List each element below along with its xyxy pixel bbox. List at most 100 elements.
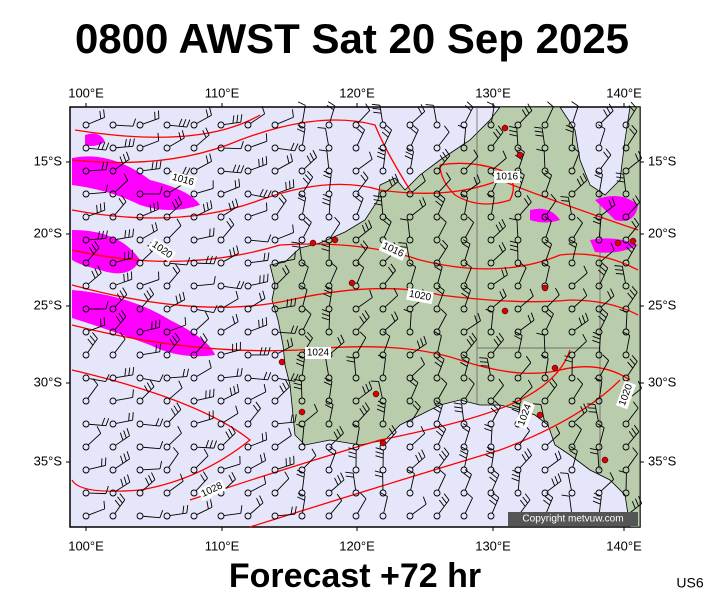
barb-flag <box>501 269 505 278</box>
barb-shaft <box>114 316 127 330</box>
barb-flag <box>492 404 499 411</box>
barb-shaft <box>276 386 290 400</box>
barb-flag <box>313 403 318 412</box>
barb-shaft <box>519 386 533 400</box>
barb-flag <box>592 331 601 336</box>
barb-flag <box>438 193 446 200</box>
barb-shaft <box>222 432 236 446</box>
barb-shaft <box>493 274 508 285</box>
barb-shaft <box>598 381 603 399</box>
barb-flag <box>262 290 266 299</box>
barb-shaft <box>356 198 364 215</box>
barb-station <box>325 443 333 451</box>
barb-flag <box>351 423 360 428</box>
barb-flag <box>569 239 577 244</box>
barb-flag <box>436 196 444 203</box>
barb-station <box>190 121 198 129</box>
barb-station <box>163 351 171 359</box>
barb-station <box>460 144 468 152</box>
barb-shaft <box>329 289 333 307</box>
barb-station <box>109 259 117 267</box>
barb-flag <box>492 469 500 475</box>
barb-flag <box>263 452 267 461</box>
barb-flag <box>213 276 216 285</box>
barb-flag <box>295 362 304 367</box>
barb-shaft <box>141 248 155 262</box>
barb-shaft <box>410 473 415 491</box>
barb-station <box>109 236 117 244</box>
barb-flag <box>358 124 365 131</box>
barb-station <box>217 282 225 290</box>
barb-shaft <box>600 360 610 376</box>
barb-shaft <box>357 110 371 124</box>
barb-flag <box>511 408 520 413</box>
barb-shaft <box>627 407 639 422</box>
barb-flag <box>550 194 557 201</box>
barb-shaft <box>277 160 293 170</box>
barb-shaft <box>464 427 471 445</box>
barb-flag <box>632 198 638 206</box>
barb-flag <box>265 156 268 165</box>
barb-flag <box>206 501 209 510</box>
barb-flag <box>526 195 532 203</box>
barb-station <box>82 466 90 474</box>
barb-flag <box>547 101 554 108</box>
barb-flag <box>209 107 212 116</box>
barb-shaft <box>572 105 579 123</box>
barb-flag <box>261 157 264 166</box>
barb-flag <box>179 293 182 302</box>
barb-station <box>487 397 495 405</box>
barb-flag <box>434 266 442 271</box>
barb-shaft <box>356 129 366 146</box>
station-dot <box>348 279 356 287</box>
barb-flag <box>365 103 371 111</box>
barb-station <box>460 351 468 359</box>
barb-shaft <box>545 497 554 514</box>
barb-flag <box>346 356 355 359</box>
barb-flag <box>463 423 471 429</box>
barb-station <box>460 213 468 221</box>
barb-shaft <box>302 128 306 146</box>
barb-shaft <box>196 207 213 217</box>
barb-flag <box>622 331 630 336</box>
barb-shaft <box>303 176 314 192</box>
barb-flag <box>361 313 368 321</box>
barb-flag <box>416 340 421 349</box>
barb-flag <box>286 155 290 164</box>
barb-flag <box>609 472 615 480</box>
barb-flag <box>123 273 125 283</box>
barb-station <box>541 443 549 451</box>
barb-flag <box>534 126 543 129</box>
barb-flag <box>263 252 266 261</box>
barb-station <box>109 466 117 474</box>
barb-flag <box>182 368 185 377</box>
barb-flag <box>524 106 530 114</box>
barb-station <box>352 259 360 267</box>
barb-station <box>406 167 414 175</box>
barb-flag <box>593 492 602 497</box>
barb-station <box>163 121 171 129</box>
barb-flag <box>303 220 310 227</box>
station-dot <box>629 237 637 245</box>
isobar-label-box <box>378 239 408 261</box>
station-dot <box>379 439 387 447</box>
barb-shaft <box>250 210 268 217</box>
barb-flag <box>415 454 420 463</box>
barb-shaft <box>410 382 419 399</box>
barb-shaft <box>302 289 308 307</box>
barb-shaft <box>543 150 546 169</box>
barb-flag <box>435 262 443 268</box>
barb-shaft <box>438 222 447 238</box>
barb-station <box>244 144 252 152</box>
lat-label: 15°S <box>34 153 63 168</box>
barb-shaft <box>623 174 627 192</box>
barb-station <box>136 512 144 520</box>
barb-flag <box>437 354 445 360</box>
barb-station <box>379 512 387 520</box>
barb-flag <box>628 105 635 112</box>
barb-station <box>190 236 198 244</box>
barb-shaft <box>277 513 295 517</box>
barb-flag <box>527 379 533 388</box>
barb-flag <box>561 494 570 497</box>
barb-flag <box>89 335 96 343</box>
